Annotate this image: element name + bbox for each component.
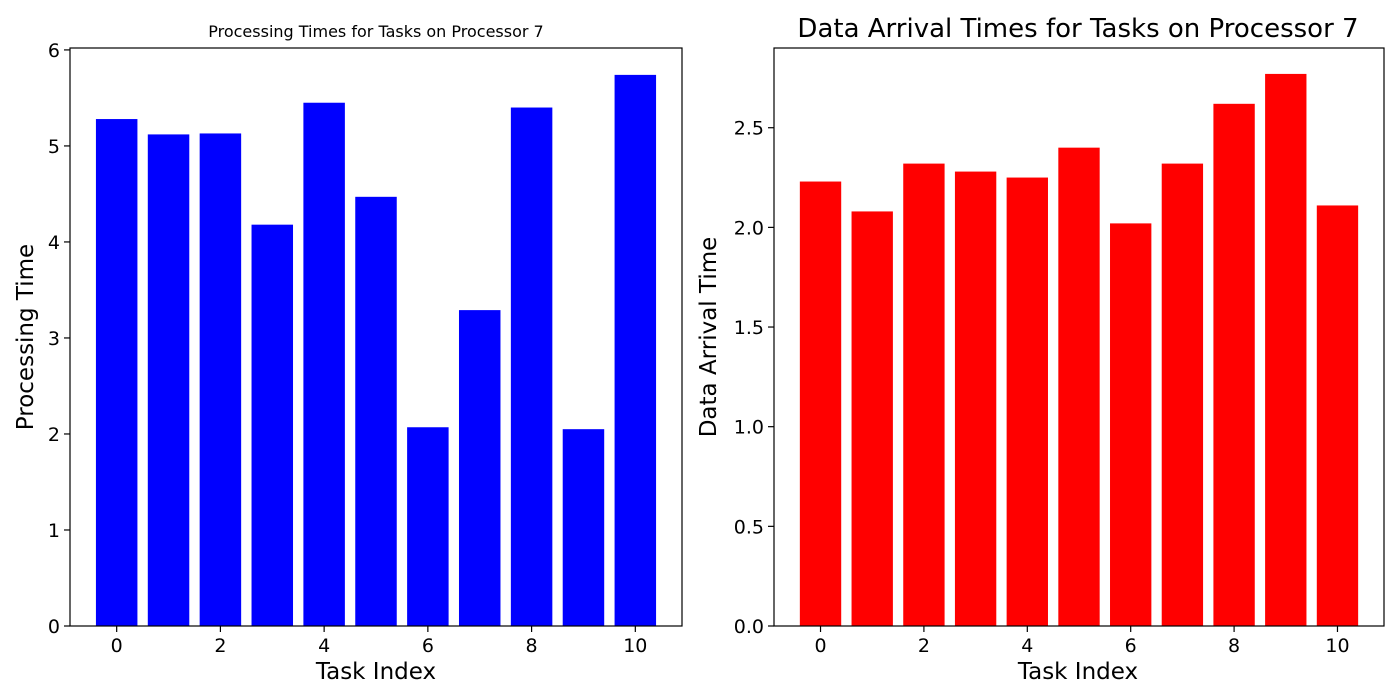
x-tick-label: 8	[1228, 635, 1240, 657]
chart-title: Data Arrival Times for Tasks on Processo…	[797, 14, 1358, 44]
y-tick-label: 2.0	[734, 217, 764, 239]
y-tick-label: 1.0	[734, 417, 764, 439]
y-ticks: 0 1 2 3 4 5 6	[48, 40, 70, 638]
bar-task-8	[510, 107, 553, 626]
x-tick-label: 6	[1125, 635, 1137, 657]
x-tick-label: 6	[422, 635, 434, 657]
bar-task-10	[614, 74, 657, 626]
x-tick-label: 4	[318, 635, 330, 657]
bar-task-0	[95, 119, 138, 626]
y-tick-label: 1	[48, 520, 60, 542]
bar-task-2	[903, 163, 945, 626]
x-tick-label: 0	[111, 635, 123, 657]
bar-task-3	[954, 171, 997, 626]
y-tick-label: 0	[48, 616, 60, 638]
y-tick-label: 4	[48, 232, 60, 254]
bar-task-1	[851, 211, 893, 626]
y-axis-label: Data Arrival Time	[696, 237, 722, 438]
y-tick-label: 0.0	[734, 616, 764, 638]
bar-task-9	[1265, 73, 1307, 627]
chart-title: Processing Times for Tasks on Processor …	[208, 22, 543, 41]
y-tick-label: 0.5	[734, 516, 764, 538]
x-tick-label: 8	[526, 635, 538, 657]
x-tick-label: 2	[918, 635, 930, 657]
bar-task-4	[1006, 177, 1048, 626]
bar-task-6	[1110, 223, 1152, 626]
bar-task-9	[562, 429, 605, 626]
y-tick-label: 5	[48, 136, 60, 158]
y-axis-label: Processing Time	[13, 244, 39, 430]
bar-task-4	[303, 102, 345, 626]
bar-task-0	[799, 181, 842, 626]
x-ticks: 0 2 4 6 8 10	[814, 626, 1350, 657]
y-tick-label: 2	[48, 424, 60, 446]
bar-task-1	[147, 134, 190, 626]
y-tick-label: 2.5	[734, 118, 764, 140]
x-axis-label: Task Index	[1017, 659, 1138, 685]
bar-task-7	[1161, 163, 1204, 626]
y-ticks: 0.0 0.5 1.0 1.5 2.0 2.5	[734, 118, 774, 638]
bars-group	[799, 73, 1359, 627]
x-tick-label: 0	[814, 635, 826, 657]
x-ticks: 0 2 4 6 8 10	[111, 626, 647, 657]
bar-task-3	[251, 224, 294, 626]
plot-frame	[773, 47, 1385, 627]
bar-task-7	[458, 310, 501, 626]
processing-times-chart: Processing Times for Tasks on Processor …	[13, 22, 683, 685]
bar-task-2	[199, 133, 242, 626]
y-tick-label: 1.5	[734, 317, 764, 339]
x-tick-label: 10	[623, 635, 647, 657]
y-tick-label: 3	[48, 328, 60, 350]
data-arrival-times-chart: Data Arrival Times for Tasks on Processo…	[696, 14, 1385, 685]
bar-task-5	[355, 196, 397, 626]
x-tick-label: 10	[1325, 635, 1349, 657]
plot-frame	[69, 47, 683, 627]
bar-task-10	[1316, 205, 1359, 626]
x-axis-label: Task Index	[315, 659, 436, 685]
bars-group	[95, 74, 657, 626]
y-tick-label: 6	[48, 40, 60, 62]
x-tick-label: 4	[1021, 635, 1033, 657]
bar-task-5	[1058, 147, 1100, 627]
bar-task-8	[1213, 103, 1255, 627]
x-tick-label: 2	[214, 635, 226, 657]
bar-task-6	[407, 427, 449, 626]
